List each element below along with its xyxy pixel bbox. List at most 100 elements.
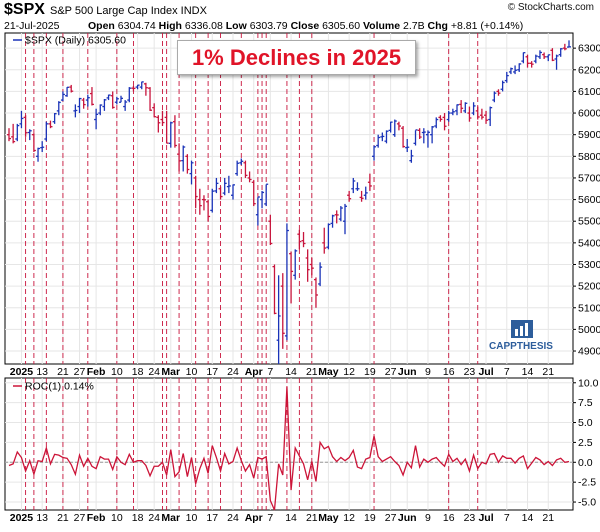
ohlc-bar [430, 126, 435, 144]
ohlc-bar [305, 249, 310, 282]
ohlc-bar [459, 100, 464, 114]
quote-date: 21-Jul-2025 [4, 20, 60, 32]
ohlc-bar [210, 188, 215, 213]
ohlc-bar [7, 128, 11, 142]
ohlc-bar [330, 214, 335, 228]
roc-x-axis-label: May [318, 512, 339, 524]
ohlc-bar [127, 87, 132, 103]
ohlc-bar [508, 67, 513, 75]
ohlc-bar [384, 130, 389, 144]
ohlc-bar [450, 108, 455, 116]
roc-x-axis-label: 21 [542, 512, 554, 524]
ohlc-bar [334, 210, 339, 224]
ohlc-bar [529, 61, 534, 68]
cappthesis-logo: CAPPTHESIS [486, 319, 556, 353]
price-x-axis-label: 10 [111, 366, 123, 378]
roc-axis-label: 5.0 [578, 417, 593, 429]
ohlc-bar [284, 223, 289, 341]
price-x-axis-label: 7 [267, 366, 273, 378]
roc-legend: ROC(1) 0.14% [25, 381, 94, 393]
roc-x-axis-label: Apr [245, 512, 263, 524]
ohlc-bar [226, 175, 231, 194]
ohlc-bar [537, 50, 542, 59]
roc-x-axis-label: Feb [87, 512, 106, 524]
ohlc-bar [31, 133, 36, 152]
ohlc-bar [143, 82, 148, 96]
price-axis-label: 5900 [578, 129, 600, 141]
ohlc-bar [168, 121, 173, 148]
ohlc-bar [525, 54, 530, 68]
ohlc-bar [268, 214, 273, 246]
ohlc-bar [484, 110, 489, 124]
ohlc-bar [89, 87, 94, 106]
price-x-axis-label: Apr [245, 366, 263, 378]
price-x-axis-label: 23 [464, 366, 476, 378]
roc-axis-label: -2.5 [578, 477, 596, 489]
ohlc-bar [60, 91, 65, 102]
ohlc-bar [542, 52, 547, 59]
ohlc-bar [293, 249, 298, 280]
ohlc-bar [264, 183, 269, 207]
ohlc-bar [504, 71, 509, 83]
ohlc-bar [421, 128, 426, 144]
roc-x-axis-label: Jun [398, 512, 417, 524]
ohlc-bar [322, 227, 327, 254]
ohlc-bar [351, 177, 356, 194]
ohlc-bar [318, 262, 323, 287]
ohlc-bar [27, 129, 32, 141]
price-axis-label: 4900 [578, 346, 600, 358]
ohlc-field-chg: Chg +8.81 (+0.14%) [427, 20, 524, 32]
ohlc-bar [343, 203, 347, 235]
ohlc-bar [160, 110, 165, 127]
ohlc-bar [52, 113, 57, 124]
roc-x-axis-label: 17 [206, 512, 218, 524]
ohlc-bar [98, 104, 103, 116]
price-x-axis-label: 13 [36, 366, 48, 378]
ohlc-bar [396, 121, 401, 131]
roc-x-axis-label: 10 [111, 512, 123, 524]
ohlc-bar [471, 102, 476, 116]
ohlc-bar [135, 84, 140, 90]
price-x-axis-label: Mar [161, 366, 180, 378]
ohlc-bar [235, 160, 240, 176]
roc-x-axis-label: 7 [267, 512, 273, 524]
ohlc-bar [401, 126, 406, 148]
ohlc-bar [363, 186, 368, 200]
ohlc-bar [15, 123, 20, 142]
ohlc-bar [272, 264, 277, 315]
ohlc-bar [442, 113, 447, 131]
price-axis-label: 5500 [578, 216, 600, 228]
roc-x-axis-label: Jul [478, 512, 493, 524]
price-panel [4, 32, 574, 365]
ohlc-bar [500, 80, 505, 92]
roc-x-axis-label: 10 [186, 512, 198, 524]
ohlc-bar [251, 180, 256, 207]
roc-x-axis-label: 16 [443, 512, 455, 524]
ohlc-bar [247, 171, 252, 183]
price-x-axis-label: 21 [306, 366, 318, 378]
ohlc-bar [554, 54, 559, 70]
ticker-symbol: $SPX [4, 1, 45, 18]
ohlc-bar [359, 190, 364, 202]
ohlc-bar [260, 190, 265, 209]
ohlc-bar [172, 115, 177, 148]
ohlc-bar [69, 84, 74, 93]
ohlc-bar [513, 65, 518, 75]
ohlc-bar [197, 188, 202, 215]
roc-x-axis-label: 23 [464, 512, 476, 524]
ohlc-bar [533, 54, 538, 64]
roc-axis-label: 0.0 [578, 457, 593, 469]
ohlc-bar [255, 196, 260, 226]
ohlc-bar [181, 145, 186, 172]
price-x-axis-label: Jun [398, 366, 417, 378]
ohlc-bar [189, 160, 194, 185]
price-x-axis-label: 21 [57, 366, 69, 378]
declines-annotation: 1% Declines in 2025 [177, 40, 416, 75]
ohlc-bar [521, 52, 526, 64]
ohlc-bar [119, 95, 123, 103]
price-x-axis-label: 14 [285, 366, 297, 378]
roc-x-axis-label: 9 [425, 512, 431, 524]
price-x-axis-label: May [318, 366, 339, 378]
ohlc-bar [243, 160, 248, 178]
